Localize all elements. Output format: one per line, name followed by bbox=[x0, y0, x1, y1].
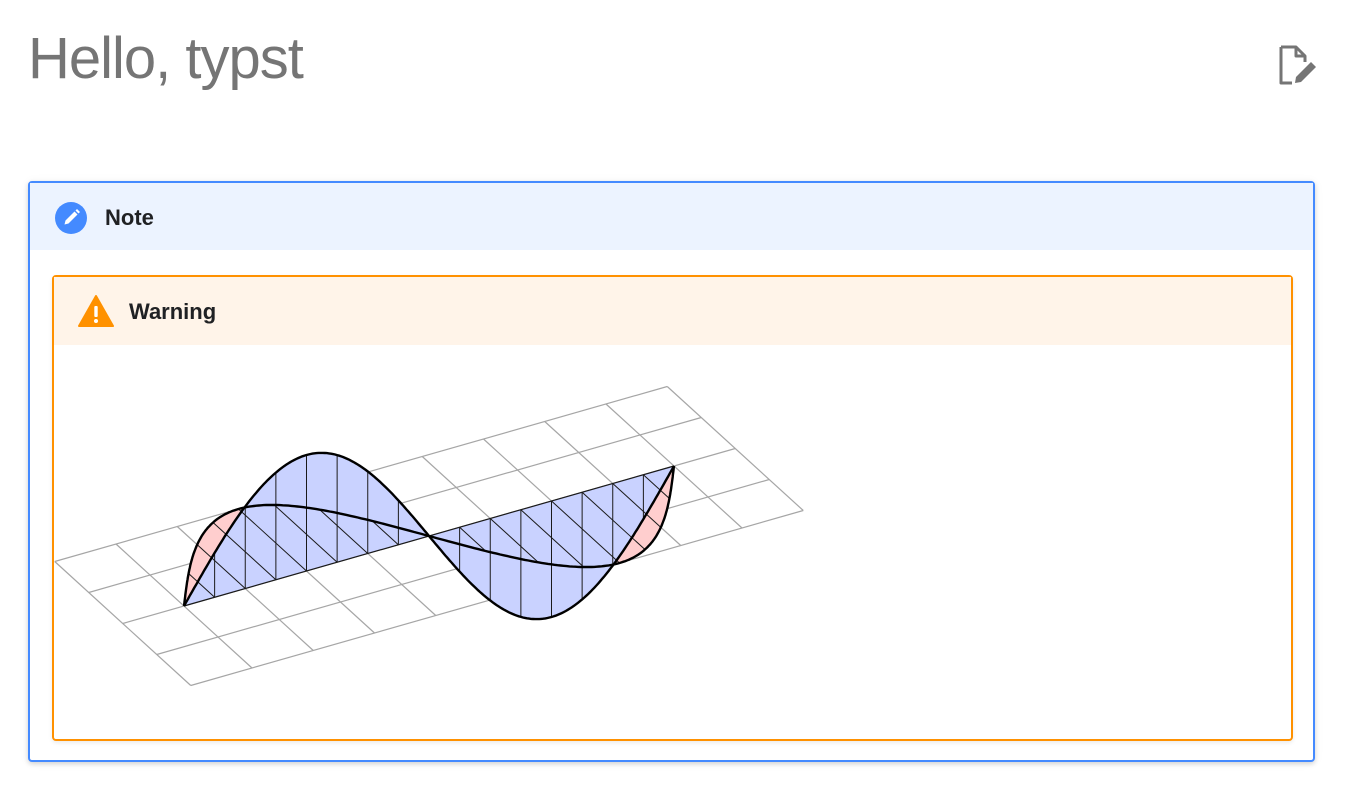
note-admonition: Note Warning bbox=[28, 181, 1315, 762]
edit-page-icon[interactable] bbox=[1276, 44, 1318, 88]
warning-triangle-icon bbox=[78, 294, 114, 328]
warning-title: Warning bbox=[129, 299, 217, 324]
note-header: Note bbox=[30, 183, 1313, 250]
note-title: Note bbox=[105, 205, 154, 230]
warning-admonition: Warning bbox=[52, 275, 1293, 741]
pencil-icon bbox=[54, 201, 88, 235]
warning-header: Warning bbox=[54, 277, 1291, 345]
page-title: Hello, typst bbox=[28, 26, 304, 91]
